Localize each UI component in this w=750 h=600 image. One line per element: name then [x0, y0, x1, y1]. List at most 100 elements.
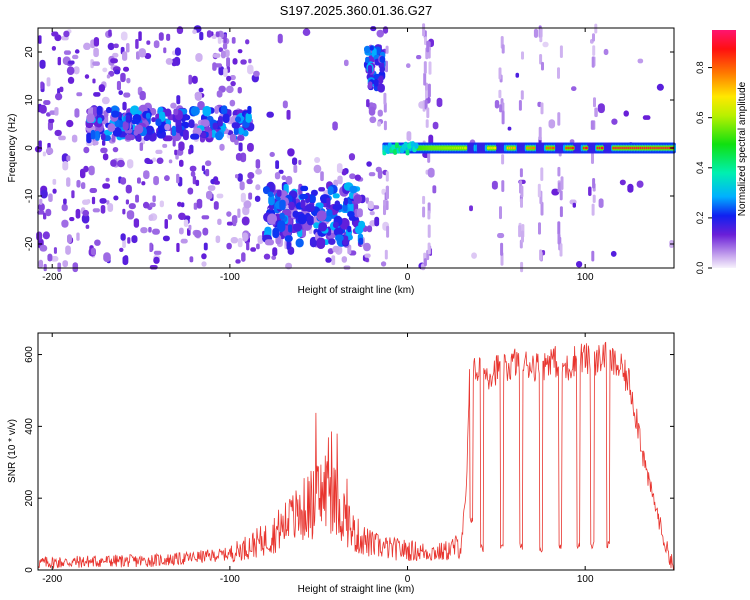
- heatmap-cell: [383, 120, 387, 131]
- heatmap-cell: [367, 55, 375, 64]
- snr-x-ticks: -200 -100 0 100: [42, 333, 594, 585]
- heatmap-cell: [422, 23, 426, 37]
- heatmap-cell: [241, 252, 246, 262]
- heatmap-cell: [34, 145, 43, 153]
- heatmap-cell: [207, 185, 216, 191]
- heatmap-cell: [61, 219, 69, 228]
- heatmap-cell: [162, 235, 170, 242]
- heatmap-cell: [54, 129, 62, 137]
- heatmap-cell: [145, 112, 151, 119]
- heatmap-cell: [125, 115, 131, 123]
- heatmap-cell: [385, 45, 389, 54]
- colorbar-tick-label: 0.4: [695, 162, 705, 175]
- heatmap-cell: [501, 110, 505, 125]
- heatmap-cell: [539, 54, 543, 65]
- heatmap-cell: [215, 31, 220, 37]
- heatmap-cell: [122, 208, 126, 215]
- heatmap-cell: [267, 213, 277, 225]
- heatmap-cell: [205, 168, 210, 177]
- heatmap-cell: [414, 142, 419, 149]
- heatmap-cell: [188, 148, 192, 155]
- heatmap-cell: [190, 171, 196, 177]
- heatmap-cell: [126, 43, 130, 53]
- heatmap-cell: [571, 146, 575, 150]
- heatmap-cell: [427, 242, 431, 255]
- x-tick-label: -100: [220, 574, 240, 585]
- heatmap-cell: [197, 101, 205, 111]
- heatmap-cell: [82, 199, 90, 205]
- heatmap-cell: [93, 106, 98, 117]
- heatmap-cell: [38, 259, 44, 268]
- heatmap-cell: [162, 143, 168, 148]
- heatmap-cell: [427, 150, 431, 163]
- heatmap-cell: [277, 33, 283, 44]
- heatmap-cell: [231, 122, 241, 129]
- heatmap-cell: [302, 28, 311, 37]
- heatmap-cell: [385, 171, 389, 182]
- heatmap-cell: [122, 121, 129, 131]
- heatmap-cell: [520, 90, 524, 100]
- heatmap-cell: [37, 210, 45, 215]
- heatmap-cell: [318, 222, 328, 232]
- heatmap-cell: [379, 66, 385, 73]
- figure-title: S197.2025.360.01.36.G27: [280, 3, 433, 18]
- heatmap-cell: [282, 100, 288, 109]
- heatmap-cell: [61, 203, 68, 212]
- heatmap-cell: [38, 35, 42, 44]
- heatmap-cell: [376, 29, 384, 38]
- heatmap-cell: [91, 196, 96, 205]
- heatmap-cell: [325, 257, 332, 263]
- heatmap-cell: [592, 33, 595, 42]
- heatmap-cell: [557, 221, 561, 235]
- heatmap-cell: [36, 231, 43, 241]
- heatmap-cell: [255, 168, 263, 175]
- heatmap-cell: [515, 72, 520, 78]
- heatmap-cell: [520, 198, 523, 208]
- heatmap-cell: [218, 116, 223, 127]
- heatmap-cell: [179, 227, 184, 235]
- heatmap-cell: [52, 178, 57, 185]
- heatmap-cell: [73, 66, 80, 75]
- heatmap-cell: [423, 72, 427, 86]
- heatmap-cell: [139, 142, 144, 151]
- heatmap-cell: [102, 183, 111, 189]
- heatmap-cell: [114, 69, 121, 75]
- heatmap-cell: [162, 135, 173, 142]
- heatmap-cell: [391, 144, 396, 151]
- heatmap-cell: [55, 92, 63, 101]
- heatmap-cell: [125, 184, 132, 194]
- heatmap-cell: [349, 185, 358, 194]
- heatmap-cell: [344, 59, 349, 67]
- heatmap-cell: [120, 31, 128, 41]
- heatmap-cell: [367, 81, 373, 89]
- colorbar-tick-label: 0.6: [695, 111, 705, 124]
- heatmap-cell: [144, 157, 151, 164]
- heatmap-cell: [57, 262, 62, 272]
- heatmap-cell: [158, 128, 163, 134]
- heatmap-cell: [39, 244, 48, 252]
- heatmap-cell: [110, 58, 118, 64]
- heatmap-cell: [120, 233, 126, 241]
- heatmap-cell: [191, 75, 198, 84]
- heatmap-cell: [201, 253, 207, 260]
- heatmap-cell: [205, 160, 212, 167]
- heatmap-cell: [152, 228, 160, 235]
- heatmap-cell: [426, 107, 430, 119]
- heatmap-cell: [69, 217, 75, 222]
- heatmap-cell: [637, 58, 644, 64]
- heatmap-cell: [385, 185, 389, 199]
- heatmap-cell: [287, 148, 295, 157]
- heatmap-cell: [276, 189, 282, 197]
- heatmap-cell: [384, 249, 388, 260]
- heatmap-cell: [386, 225, 390, 238]
- heatmap-cell: [507, 126, 512, 131]
- heatmap-cell: [295, 238, 304, 248]
- heatmap-cell: [86, 132, 92, 144]
- heatmap-cell: [218, 66, 225, 76]
- heatmap-cell: [642, 115, 651, 120]
- heatmap-cell: [499, 206, 502, 220]
- heatmap-cell: [193, 202, 198, 210]
- heatmap-cell: [75, 208, 81, 219]
- colorbar-label: Normalized spectral amplitude: [737, 81, 748, 216]
- heatmap-cell: [369, 45, 374, 51]
